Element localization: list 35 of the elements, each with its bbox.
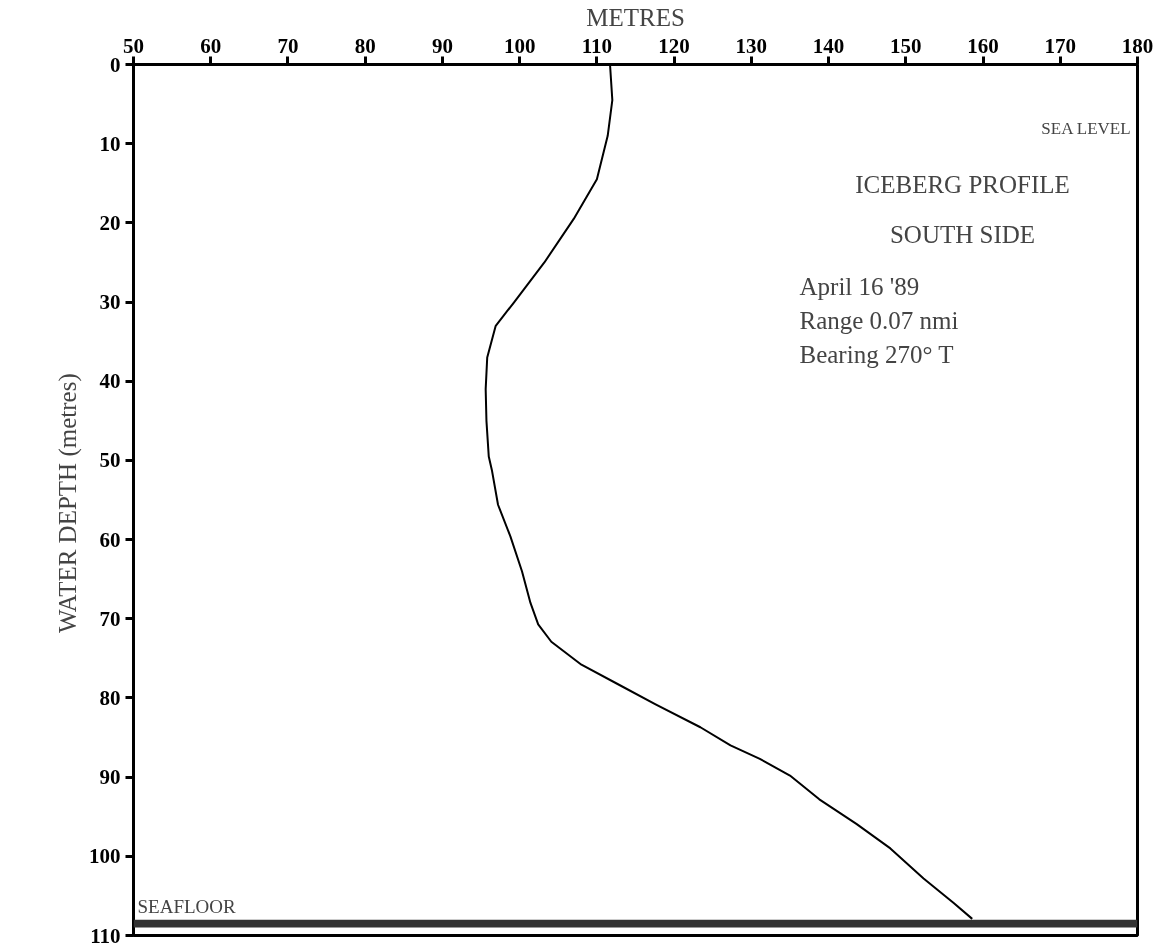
text: SOUTH SIDE <box>889 220 1036 248</box>
x-tick-label: 140 <box>812 33 845 58</box>
x-tick-label: 50 <box>123 33 144 58</box>
annotation: Bearing 270° T <box>799 340 954 368</box>
y-tick-label: 60 <box>99 527 121 552</box>
x-tick-label: 100 <box>503 33 536 58</box>
y-tick-label: 0 <box>110 52 121 77</box>
x-tick-label: 180 <box>1121 33 1154 58</box>
text: ICEBERG PROFILE <box>855 170 1070 198</box>
y-tick-label: 70 <box>99 606 121 631</box>
band-label: SEAFLOOR <box>137 895 237 917</box>
x-tick-label: 170 <box>1044 33 1077 58</box>
x-tick-label: 70 <box>277 33 299 58</box>
x-tick-label: 120 <box>658 33 690 58</box>
y-axis-title: WATER DEPTH (metres) <box>54 373 82 633</box>
x-tick-label: 130 <box>735 33 768 58</box>
x-tick-label: 90 <box>431 33 453 58</box>
y-tick-label: 50 <box>99 448 121 473</box>
annotation: Range 0.07 nmi <box>799 306 959 334</box>
annotation: April 16 '89 <box>799 272 920 300</box>
y-tick-label: 110 <box>90 923 121 948</box>
y-tick-label: 80 <box>99 685 121 710</box>
x-tick-label: 80 <box>354 33 376 58</box>
x-tick-label: 60 <box>200 33 222 58</box>
x-tick-label: 160 <box>967 33 999 58</box>
y-tick-label: 10 <box>99 131 121 156</box>
y-tick-label: 100 <box>89 844 121 869</box>
y-tick-label: 40 <box>99 369 121 394</box>
y-tick-label: 20 <box>99 210 121 235</box>
x-axis-title: METRES <box>586 3 685 31</box>
x-tick-label: 110 <box>581 33 613 58</box>
y-tick-label: 30 <box>99 290 121 315</box>
x-tick-label: 150 <box>890 33 922 58</box>
annotation: SEA LEVEL <box>1041 118 1131 138</box>
y-tick-label: 90 <box>99 765 121 790</box>
